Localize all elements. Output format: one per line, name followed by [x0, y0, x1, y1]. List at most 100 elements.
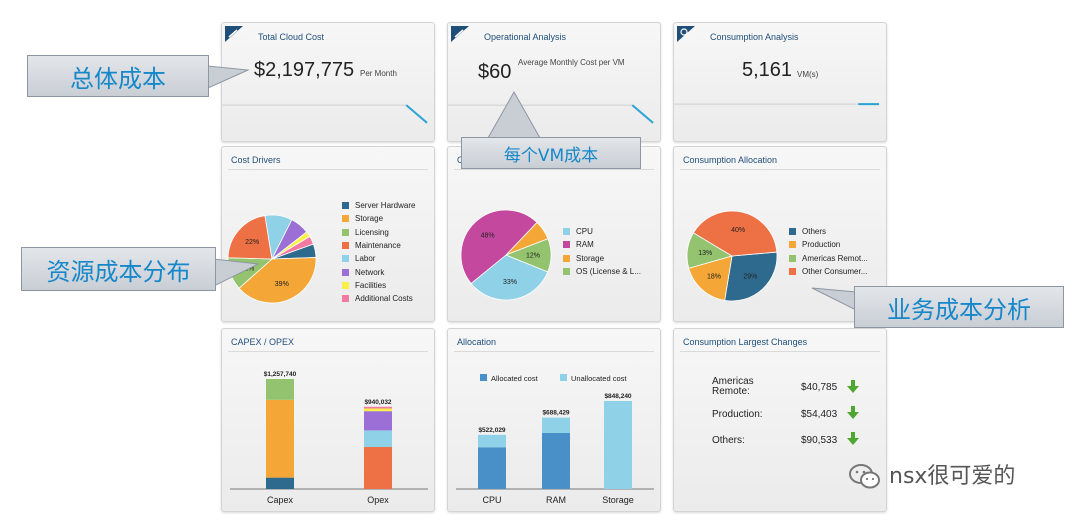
pie-slice[interactable] [692, 210, 778, 257]
slice-label: 22% [245, 239, 259, 246]
legend-item[interactable]: Other Consumer... [789, 265, 868, 278]
legend-item[interactable]: Server Hardware [342, 199, 415, 212]
bar-segment[interactable] [364, 447, 392, 489]
callout-business-cost: 业务成本分析 [854, 286, 1064, 328]
legend-swatch [789, 254, 796, 262]
pie-slice[interactable] [460, 209, 538, 285]
legend-swatch [563, 254, 570, 262]
bar-value-label: $848,240 [604, 393, 631, 400]
legend-label: Server Hardware [355, 201, 416, 211]
category-label: Storage [602, 495, 634, 505]
largest-changes-panel[interactable]: Consumption Largest Changes Americas Rem… [673, 328, 887, 512]
callout-total-cost: 总体成本 [27, 55, 209, 97]
divider [454, 169, 654, 170]
change-label: Americas Remote: [712, 376, 754, 397]
legend-swatch [342, 202, 349, 210]
bar-segment[interactable] [266, 477, 294, 489]
bar-segment[interactable] [478, 434, 506, 448]
allocation-breakdown-panel[interactable]: C 33% 48% 12% CPU RAM Storage OS (License & L… [447, 146, 661, 322]
sparkline [222, 104, 428, 124]
legend-label[interactable]: Unallocated cost [571, 374, 627, 383]
panel-title: Cost Drivers [231, 155, 281, 165]
sparkline [674, 103, 880, 106]
legend-item[interactable]: CPU [563, 225, 641, 238]
allocation-panel[interactable]: Allocation Allocated cost Unallocated cos… [447, 328, 661, 512]
legend-label: RAM [576, 240, 594, 250]
legend-item[interactable]: Labor [342, 252, 415, 265]
pie-slice[interactable] [227, 215, 273, 260]
pie-slice[interactable] [688, 255, 733, 301]
legend-item[interactable]: OS (License & L... [563, 265, 641, 278]
slice-label: 40% [731, 227, 745, 234]
pie-slice[interactable] [504, 238, 552, 273]
slice-label: 39% [275, 281, 289, 288]
legend-item[interactable]: Others [789, 225, 868, 238]
legend-item[interactable]: Facilities [342, 279, 415, 292]
operations-icon [451, 26, 469, 42]
total-cloud-cost-tile[interactable]: Total Cloud Cost $2,197,775 Per Month [221, 22, 435, 142]
operational-analysis-tile[interactable]: Operational Analysis $60 Average Monthly… [447, 22, 661, 142]
bar-segment[interactable] [542, 432, 570, 489]
change-row: Americas Remote: $40,785 [712, 377, 872, 401]
change-row: Others: $90,533 [712, 432, 872, 455]
legend-item[interactable]: Storage [563, 252, 641, 265]
legend-label: Network [355, 267, 385, 277]
legend-item[interactable]: Additional Costs [342, 292, 415, 305]
bar-segment[interactable] [604, 401, 632, 489]
bar-segment[interactable] [542, 417, 570, 433]
divider [680, 169, 880, 170]
legend-label: OS (License & L... [576, 267, 641, 277]
legend-item[interactable]: RAM [563, 238, 641, 251]
legend-item[interactable]: Storage [342, 212, 415, 225]
allocation-pie[interactable]: 33% 48% 12% [448, 147, 662, 323]
consumption-pie[interactable]: 29% 18% 13% 40% [674, 147, 888, 323]
consumption-allocation-panel[interactable]: Consumption Allocation 29% 18% 13% 40% Othe… [673, 146, 887, 322]
slice-label: 18% [707, 274, 721, 281]
allocation-pie-legend: CPU RAM Storage OS (License & L... [563, 225, 641, 278]
bar-segment[interactable] [364, 406, 392, 409]
legend-item[interactable]: Americas Remot... [789, 252, 868, 265]
pie-slice[interactable] [724, 251, 778, 302]
bar-value-label: $522,029 [478, 427, 505, 434]
legend-swatch [789, 241, 796, 249]
consumption-pie-legend: Others Production Americas Remot... Other C… [789, 225, 868, 278]
consumption-analysis-tile[interactable]: Consumption Analysis 5,161 VM(s) [673, 22, 887, 142]
bar-segment[interactable] [266, 399, 294, 478]
slice-label: 33% [503, 279, 517, 286]
cost-drivers-pie[interactable]: 39% 12% 22% [222, 147, 436, 323]
bar-segment[interactable] [478, 447, 506, 489]
divider [454, 351, 654, 352]
legend-item[interactable]: Maintenance [342, 239, 415, 252]
legend-swatch [560, 374, 567, 381]
legend-swatch [789, 228, 796, 236]
change-label: Production: [712, 409, 763, 420]
divider [680, 351, 880, 352]
pie-slice[interactable] [470, 254, 549, 301]
bar-segment[interactable] [266, 379, 294, 400]
bar-segment[interactable] [364, 408, 392, 412]
legend-item[interactable]: Production [789, 238, 868, 251]
bar-segment[interactable] [364, 411, 392, 431]
legend-item[interactable]: Licensing [342, 226, 415, 239]
legend-swatch [342, 228, 349, 236]
pie-slice[interactable] [271, 235, 314, 260]
slice-label: 48% [481, 233, 495, 240]
consumption-icon [677, 26, 695, 42]
legend-item[interactable]: Network [342, 265, 415, 278]
pie-slice[interactable] [238, 257, 317, 304]
bar-value-label: $940,032 [364, 399, 391, 406]
bar-segment[interactable] [364, 430, 392, 448]
capex-opex-panel[interactable]: CAPEX / OPEX $1,257,740 Capex $940,032 Opex [221, 328, 435, 512]
capex-opex-bar-chart[interactable]: $1,257,740 Capex $940,032 Opex [222, 329, 436, 513]
cost-drivers-panel[interactable]: Cost Drivers 39% 12% 22% Server Hardware St… [221, 146, 435, 322]
slice-label: 13% [698, 250, 712, 257]
tile-title: Total Cloud Cost [258, 32, 325, 42]
legend-swatch [342, 215, 349, 223]
legend-label[interactable]: Allocated cost [491, 374, 539, 383]
total-cost-unit: Per Month [360, 69, 397, 78]
change-value: $90,533 [801, 435, 838, 446]
tile-title: Consumption Analysis [710, 32, 799, 42]
allocation-bar-chart[interactable]: Allocated cost Unallocated cost $522,029 CP… [448, 329, 662, 513]
sparkline [448, 104, 654, 124]
